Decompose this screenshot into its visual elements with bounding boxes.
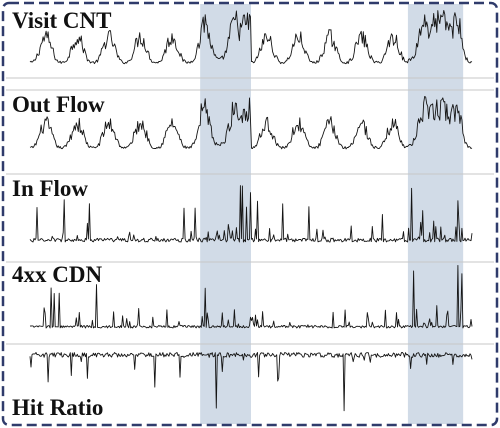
panel-label-out-flow: Out Flow: [12, 92, 105, 117]
panel-label-in-flow: In Flow: [12, 176, 88, 201]
series-line-in-flow: [29, 185, 473, 243]
series-line-out-flow: [29, 95, 473, 150]
panel-labels: Visit CNT Out Flow In Flow 4xx CDN Hit R…: [12, 8, 111, 420]
highlight-band-0: [200, 4, 251, 424]
panel-label-visit-cnt: Visit CNT: [12, 8, 111, 33]
panel-label-4xx-cdn: 4xx CDN: [12, 262, 102, 287]
highlight-band-1: [407, 4, 464, 424]
panel-label-hit-ratio: Hit Ratio: [12, 395, 103, 420]
series-line-hit-ratio: [29, 352, 473, 412]
series-line-visit-cnt: [29, 10, 473, 65]
series-lines: [29, 10, 473, 412]
panel-separators: [6, 77, 494, 345]
series-line-4xx-cdn: [29, 264, 473, 329]
